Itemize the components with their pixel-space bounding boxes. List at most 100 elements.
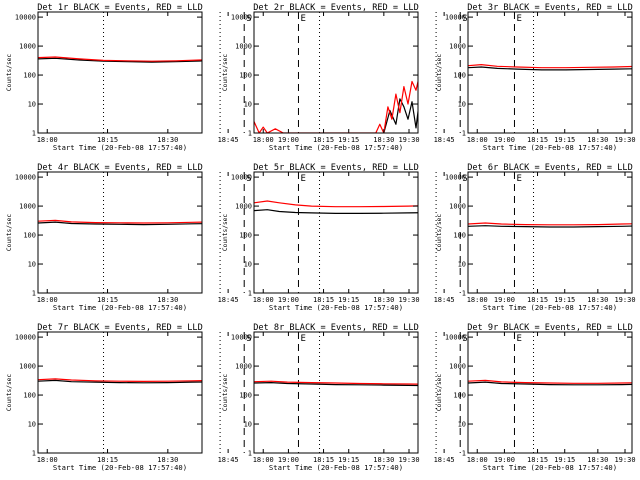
y-tick-label: 1 <box>248 130 252 138</box>
x-axis-label: Start Time (20-Feb-08 17:57:40) <box>53 463 187 472</box>
events-trace <box>468 225 632 228</box>
x-tick-label: 18:30 <box>157 296 178 304</box>
x-axis-label: Start Time (20-Feb-08 17:57:40) <box>53 143 187 152</box>
y-tick-label: 1 <box>32 130 36 138</box>
marker-s-label: S <box>462 334 467 344</box>
plot-title: Det 2r BLACK = Events, RED = LLD <box>253 3 419 13</box>
x-tick-label: 18:45 <box>218 296 239 304</box>
plot-title: Det 9r BLACK = Events, RED = LLD <box>467 323 633 333</box>
x-tick-label: 19:30 <box>398 136 419 144</box>
x-tick-label: 19:00 <box>494 136 515 144</box>
y-tick-label: 100 <box>239 392 252 400</box>
x-tick-label: 19:30 <box>614 136 635 144</box>
marker-s-label: S <box>246 334 251 344</box>
x-tick-label: 18:00 <box>253 296 274 304</box>
x-tick-label: 18:15 <box>313 296 334 304</box>
marker-e-label: E <box>300 174 305 184</box>
x-tick-label: 18:45 <box>434 456 455 464</box>
x-tick-label: 18:15 <box>527 456 548 464</box>
marker-s-label: S <box>246 14 251 24</box>
y-tick-label: 10 <box>244 101 252 109</box>
events-trace <box>383 98 418 133</box>
marker-e-label: E <box>300 14 305 24</box>
x-tick-label: 18:45 <box>218 136 239 144</box>
x-tick-label: 18:00 <box>467 456 488 464</box>
lld-trace <box>38 378 202 382</box>
marker-s-label: S <box>246 174 251 184</box>
y-tick-label: 100 <box>239 72 252 80</box>
x-tick-label: 18:30 <box>373 296 394 304</box>
x-axis-label: Start Time (20-Feb-08 17:57:40) <box>483 303 617 312</box>
x-tick-label: 18:30 <box>373 456 394 464</box>
x-tick-label: 19:30 <box>398 296 419 304</box>
x-tick-label: 19:15 <box>554 456 575 464</box>
x-axis-label: Start Time (20-Feb-08 17:57:40) <box>483 463 617 472</box>
plot-title: Det 5r BLACK = Events, RED = LLD <box>253 163 419 173</box>
events-trace <box>38 221 202 226</box>
lld-trace <box>468 63 632 69</box>
y-tick-label: 10000 <box>231 334 252 342</box>
plot-frame <box>37 11 203 134</box>
plot-frame <box>467 171 633 294</box>
y-axis-label: Counts/sec <box>222 214 229 252</box>
marker-e-label: E <box>516 14 521 24</box>
x-tick-label: 18:00 <box>253 136 274 144</box>
y-tick-label: 1 <box>462 290 466 298</box>
x-tick-label: 18:30 <box>587 456 608 464</box>
y-tick-label: 1 <box>248 290 252 298</box>
y-tick-label: 10 <box>458 261 466 269</box>
y-tick-label: 10000 <box>445 174 466 182</box>
plot-frame <box>253 331 419 454</box>
y-tick-label: 1000 <box>449 203 466 211</box>
x-tick-label: 19:15 <box>554 296 575 304</box>
y-axis-label: Counts/sec <box>6 214 13 252</box>
y-tick-label: 1000 <box>19 43 36 51</box>
y-tick-label: 1 <box>462 450 466 458</box>
x-tick-label: 19:15 <box>554 136 575 144</box>
lld-trace <box>254 200 418 208</box>
y-tick-label: 1000 <box>449 363 466 371</box>
plot-title: Det 8r BLACK = Events, RED = LLD <box>253 323 419 333</box>
x-tick-label: 18:30 <box>587 296 608 304</box>
lld-trace <box>254 380 418 385</box>
y-tick-label: 100 <box>23 232 36 240</box>
x-axis-label: Start Time (20-Feb-08 17:57:40) <box>483 143 617 152</box>
x-tick-label: 19:30 <box>614 456 635 464</box>
x-tick-label: 19:00 <box>494 296 515 304</box>
x-tick-label: 18:00 <box>467 136 488 144</box>
y-tick-label: 10000 <box>445 334 466 342</box>
x-axis-label: Start Time (20-Feb-08 17:57:40) <box>269 143 403 152</box>
y-tick-label: 10 <box>244 421 252 429</box>
plot-frame <box>253 171 419 294</box>
y-tick-label: 100 <box>453 392 466 400</box>
marker-e-label: E <box>516 174 521 184</box>
y-tick-label: 100 <box>23 392 36 400</box>
y-axis-label: Counts/sec <box>436 54 443 92</box>
y-axis-label: Counts/sec <box>6 374 13 412</box>
detector-plot-6: Det 6r BLACK = Events, RED = LLDSE18:001… <box>436 163 633 312</box>
y-tick-label: 10 <box>28 421 36 429</box>
y-axis-label: Counts/sec <box>436 214 443 252</box>
y-tick-label: 10 <box>244 261 252 269</box>
marker-e-label: E <box>516 334 521 344</box>
x-tick-label: 18:30 <box>587 136 608 144</box>
y-tick-label: 1 <box>462 130 466 138</box>
x-tick-label: 18:30 <box>373 136 394 144</box>
y-tick-label: 100 <box>453 72 466 80</box>
x-tick-label: 18:00 <box>37 456 58 464</box>
events-trace <box>38 57 202 63</box>
x-tick-label: 19:30 <box>398 456 419 464</box>
y-tick-label: 10000 <box>15 334 36 342</box>
plot-title: Det 6r BLACK = Events, RED = LLD <box>467 163 633 173</box>
x-tick-label: 19:15 <box>338 456 359 464</box>
events-trace <box>254 382 418 387</box>
plot-frame <box>467 11 633 134</box>
events-trace <box>468 381 632 386</box>
y-tick-label: 100 <box>239 232 252 240</box>
